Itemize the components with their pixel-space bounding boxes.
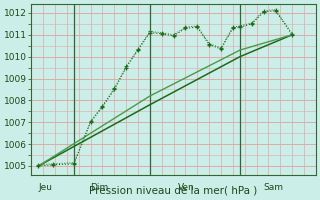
Text: Ven: Ven xyxy=(178,183,195,192)
Text: Jeu: Jeu xyxy=(38,183,52,192)
Text: Sam: Sam xyxy=(264,183,284,192)
X-axis label: Pression niveau de la mer( hPa ): Pression niveau de la mer( hPa ) xyxy=(90,186,258,196)
Text: Dim: Dim xyxy=(91,183,109,192)
